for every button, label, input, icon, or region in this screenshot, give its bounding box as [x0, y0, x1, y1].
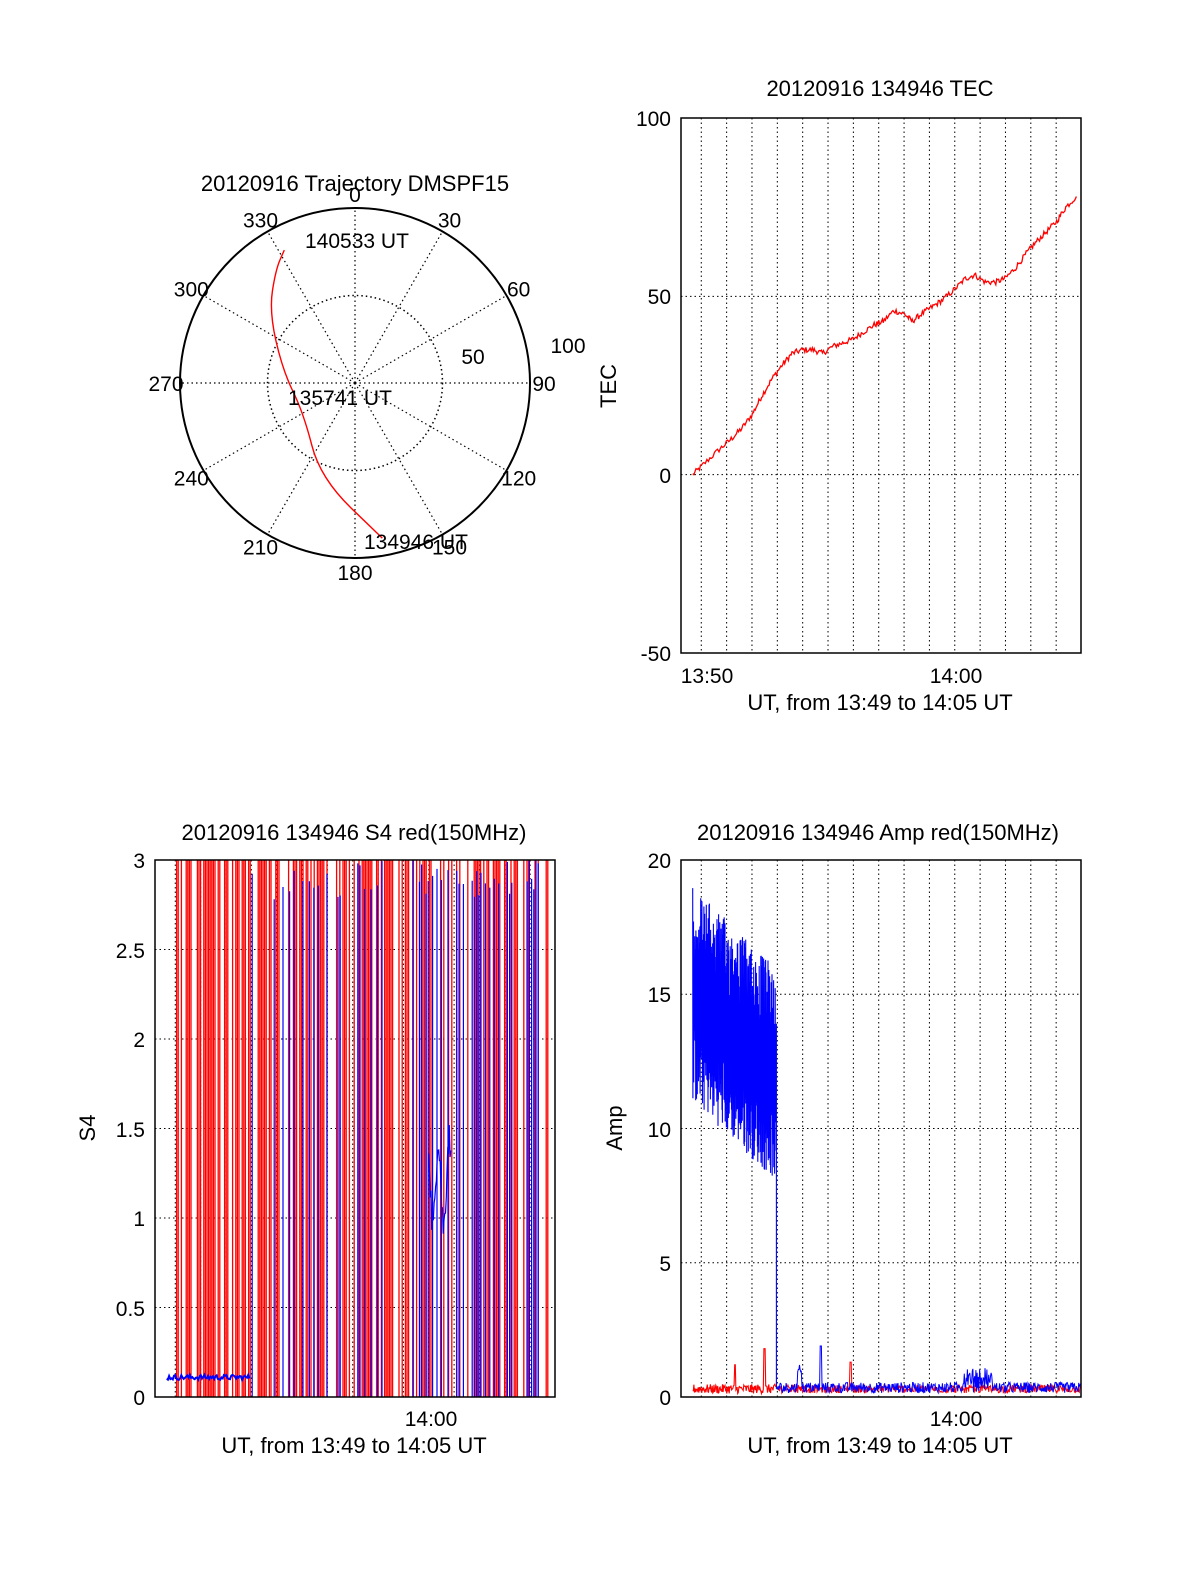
polar-angle-label: 330	[243, 209, 278, 232]
tec-series-line	[692, 196, 1077, 476]
s4-ytick: 1	[133, 1208, 145, 1231]
s4-ytick: 2.5	[116, 940, 145, 963]
tec-ytick: -50	[641, 643, 671, 666]
tec-ytick: 50	[648, 286, 671, 309]
polar-angle-label: 90	[532, 373, 555, 396]
tec-ylabel: TEC	[596, 364, 621, 408]
trajectory-line	[270, 249, 383, 539]
tec-xtick: 13:50	[681, 665, 734, 688]
polar-angle-label: 270	[148, 373, 183, 396]
polar-ring-50	[266, 294, 444, 472]
s4-xlabel: UT, from 13:49 to 14:05 UT	[221, 1433, 486, 1458]
tec-ytick: 100	[636, 108, 671, 131]
polar-grid	[180, 208, 530, 558]
s4-blue-spikes	[251, 860, 539, 1397]
s4-ytick: 3	[133, 850, 145, 873]
polar-angle-labels: 0 30 60 90 120 150 180 210 240 270 300 330	[148, 184, 555, 585]
amp-xlabel: UT, from 13:49 to 14:05 UT	[747, 1433, 1012, 1458]
amp-grid	[681, 860, 1081, 1397]
s4-red-spikes	[175, 860, 549, 1397]
s4-ytick: 0.5	[116, 1298, 145, 1321]
polar-angle-label: 210	[243, 537, 278, 560]
polar-angle-label: 60	[507, 279, 530, 302]
amp-series	[692, 888, 1081, 1396]
s4-axes-frame	[154, 859, 556, 1398]
polar-outer-circle	[179, 207, 531, 559]
amp-xtick: 14:00	[930, 1408, 983, 1431]
amp-red-baseline	[692, 1348, 777, 1396]
tec-title: 20120916 134946 TEC	[766, 76, 993, 101]
s4-series	[166, 860, 549, 1397]
s4-ylabel: S4	[75, 1115, 100, 1142]
amp-ytick: 5	[659, 1253, 671, 1276]
amp-panel: 20120916 134946 Amp red(150MHz) 20 15 10…	[602, 820, 1082, 1458]
polar-radial-label-100: 100	[550, 335, 585, 358]
s4-panel: 20120916 134946 S4 red(150MHz) 3 2.5 2 1…	[75, 820, 556, 1458]
s4-ytick: 0	[133, 1387, 145, 1410]
tec-xlabel: UT, from 13:49 to 14:05 UT	[747, 690, 1012, 715]
polar-radial-label-50: 50	[461, 346, 484, 369]
s4-ytick: 2	[133, 1029, 145, 1052]
s4-xtick: 14:00	[405, 1408, 458, 1431]
polar-angle-label: 180	[337, 562, 372, 585]
amp-axes-frame	[680, 859, 1082, 1398]
polar-angle-label: 240	[174, 468, 209, 491]
amp-ytick: 15	[648, 984, 671, 1007]
trajectory-end-label: 140533 UT	[305, 230, 409, 253]
amp-ytick: 20	[648, 850, 671, 873]
polar-angle-label: 120	[501, 468, 536, 491]
tec-axes-frame	[680, 117, 1082, 654]
amp-title: 20120916 134946 Amp red(150MHz)	[697, 820, 1059, 845]
amp-ytick: 0	[659, 1387, 671, 1410]
polar-angle-label: 150	[432, 537, 467, 560]
polar-angle-label: 300	[174, 279, 209, 302]
tec-ytick: 0	[659, 465, 671, 488]
trajectory-start-label: 134946 UT	[364, 531, 468, 554]
polar-title: 20120916 Trajectory DMSPF15	[201, 171, 509, 196]
polar-angle-label: 30	[438, 209, 461, 232]
s4-blue-squiggle	[428, 1124, 452, 1234]
polar-spoke	[354, 294, 507, 384]
amp-ylabel: Amp	[602, 1105, 627, 1150]
amp-ytick: 10	[648, 1119, 671, 1142]
amp-blue-late	[775, 1345, 1081, 1395]
s4-ytick: 1.5	[116, 1119, 145, 1142]
polar-spoke	[354, 231, 444, 384]
polar-angle-label: 0	[349, 184, 361, 207]
tec-panel: 20120916 134946 TEC 100 50 0 -50 13:50 1…	[596, 76, 1082, 715]
trajectory-mid-label: 135741 UT	[288, 387, 392, 410]
s4-blue-baseline	[166, 1372, 251, 1383]
tec-grid	[681, 118, 1081, 653]
tec-xtick: 14:00	[930, 665, 983, 688]
s4-title: 20120916 134946 S4 red(150MHz)	[182, 820, 527, 845]
polar-trajectory-panel: 20120916 Trajectory DMSPF15 0 30 60 90 120 15…	[148, 171, 585, 585]
amp-blue-band	[692, 888, 777, 1389]
